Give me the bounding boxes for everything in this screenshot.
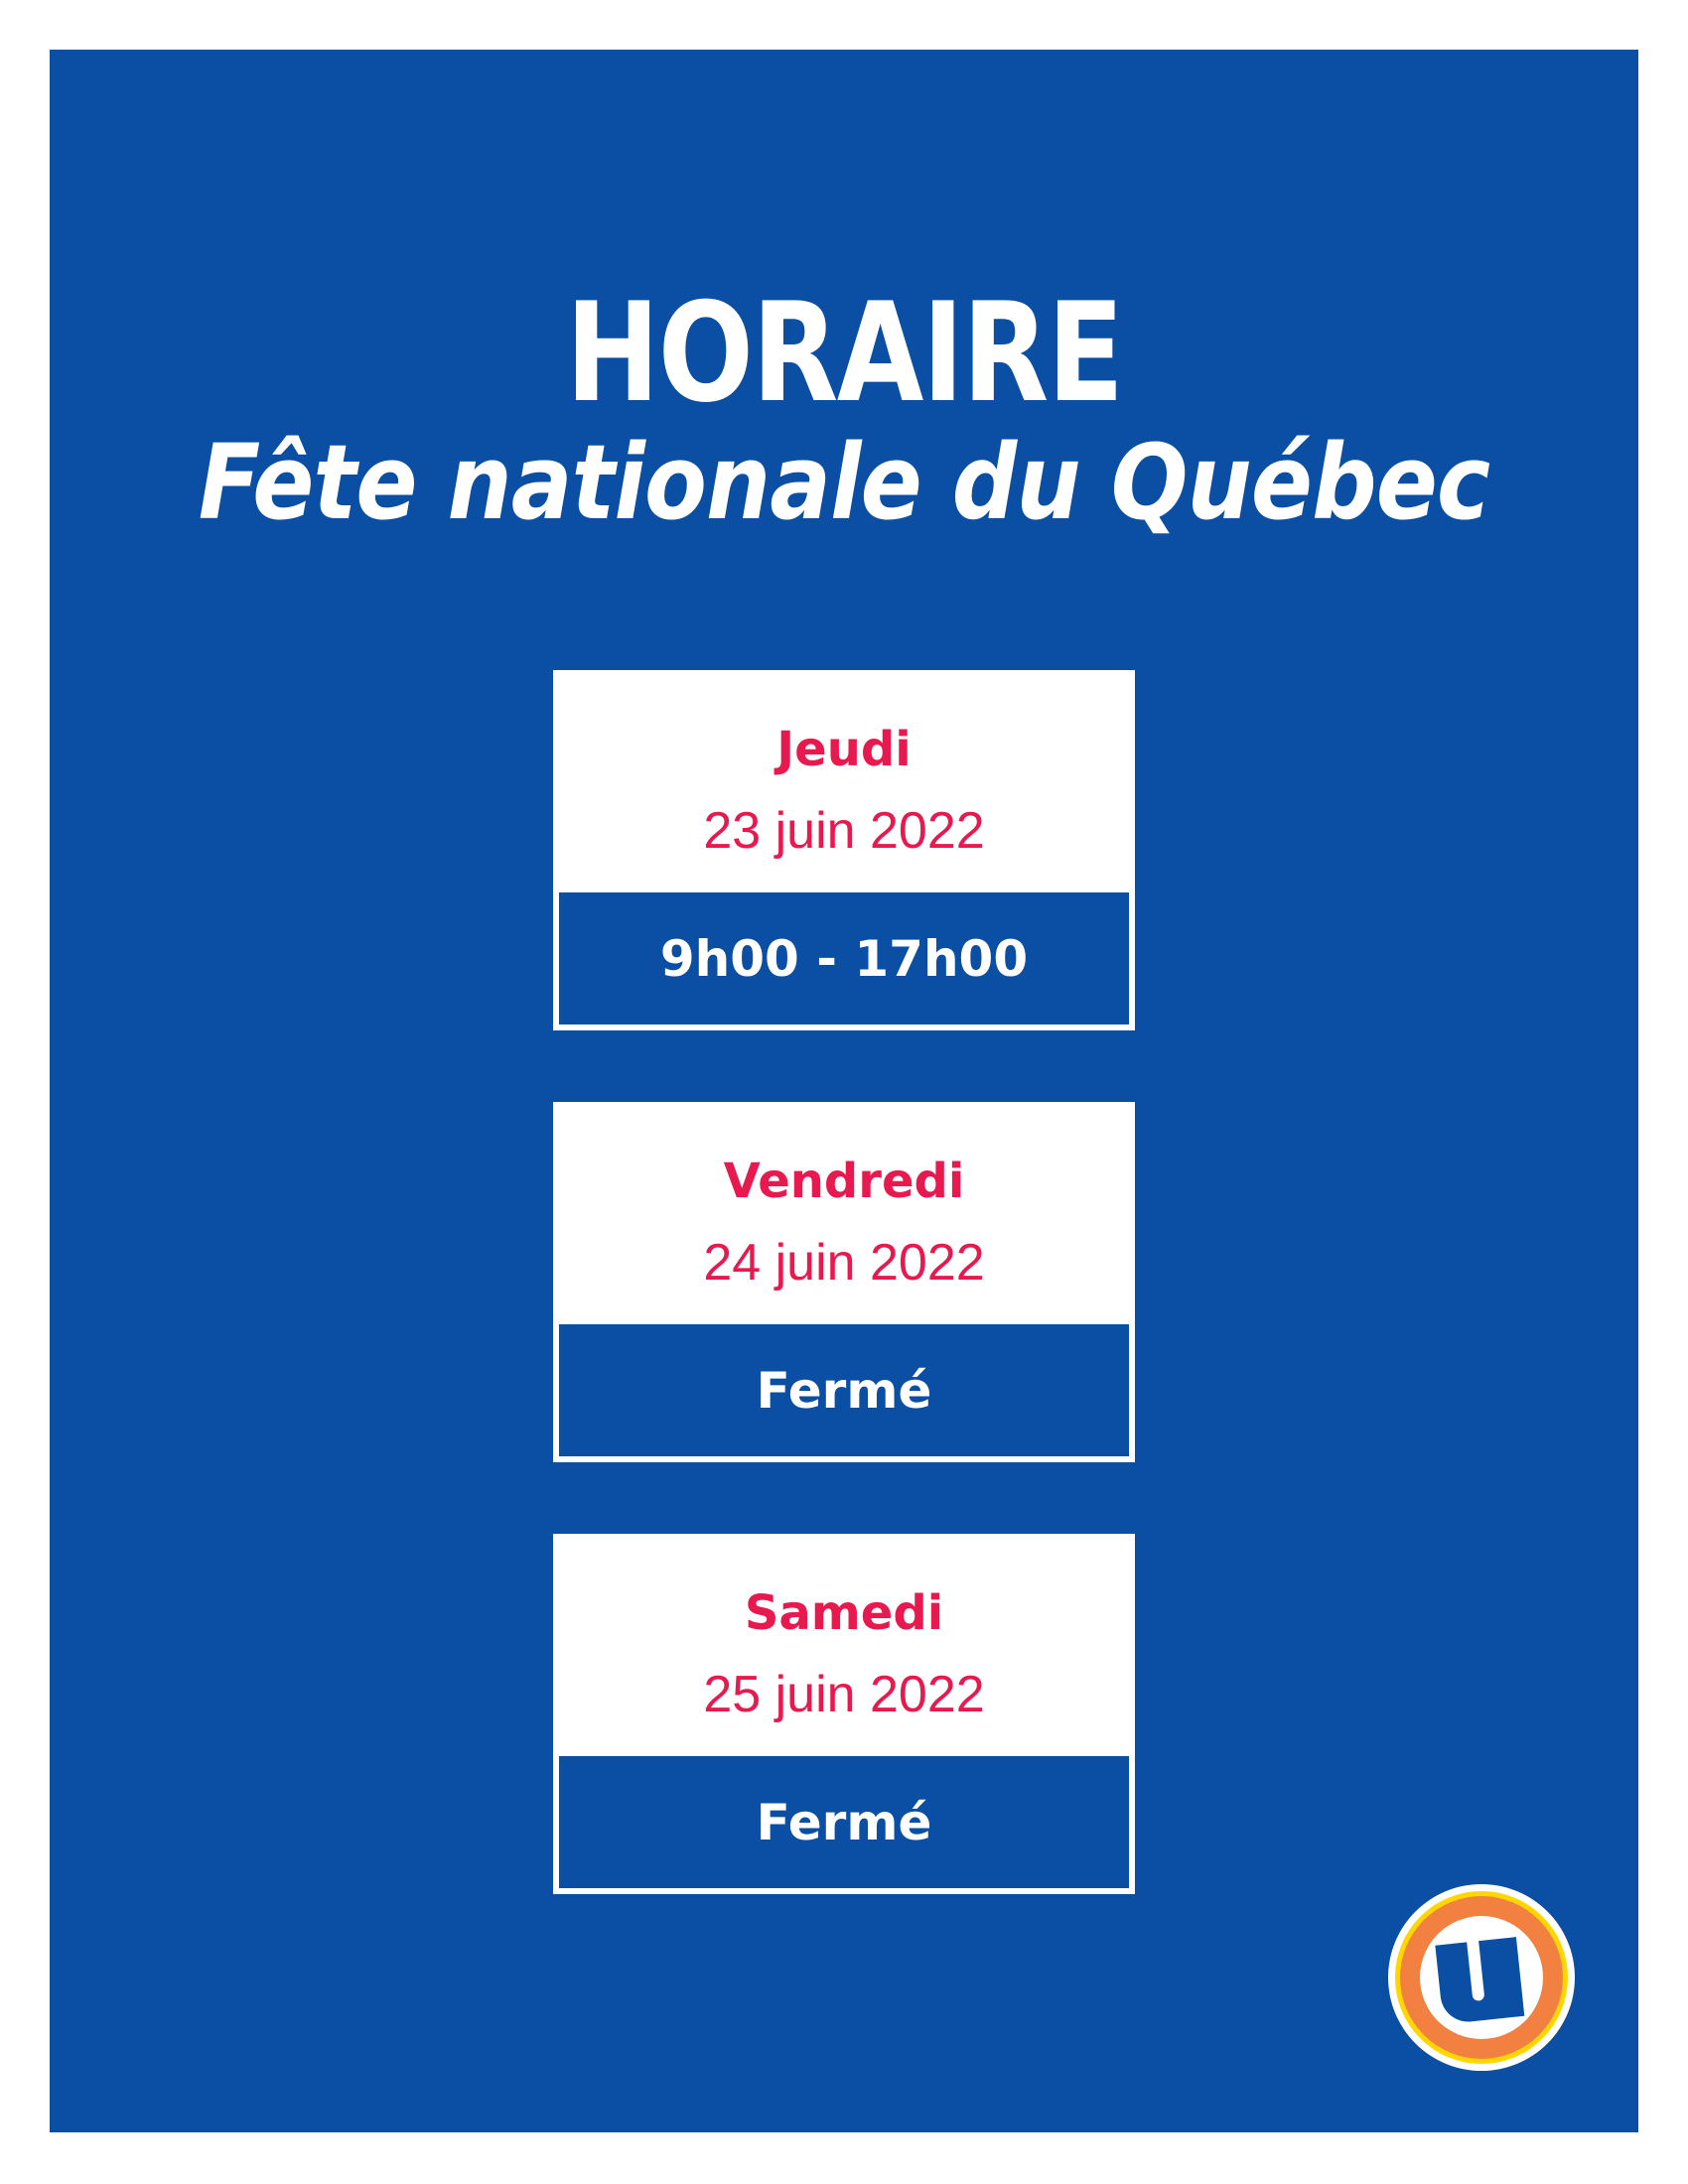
page-subtitle: Fête nationale du Québec — [198, 422, 1490, 543]
schedule-card: Samedi 25 juin 2022 Fermé — [553, 1534, 1135, 1894]
day-label: Samedi — [744, 1585, 944, 1641]
day-label: Jeudi — [776, 722, 912, 777]
hours-label: 9h00 - 17h00 — [559, 892, 1129, 1024]
date-label: 24 juin 2022 — [703, 1234, 985, 1292]
page-title: HORAIRE — [565, 273, 1124, 433]
date-label: 23 juin 2022 — [703, 802, 985, 860]
day-label: Vendredi — [723, 1154, 965, 1209]
hours-label: Fermé — [559, 1756, 1129, 1888]
date-label: 25 juin 2022 — [703, 1666, 985, 1723]
uniprix-logo-icon — [1388, 1884, 1575, 2071]
schedule-card: Vendredi 24 juin 2022 Fermé — [553, 1102, 1135, 1462]
schedule-card: Jeudi 23 juin 2022 9h00 - 17h00 — [553, 670, 1135, 1030]
hours-label: Fermé — [559, 1324, 1129, 1456]
